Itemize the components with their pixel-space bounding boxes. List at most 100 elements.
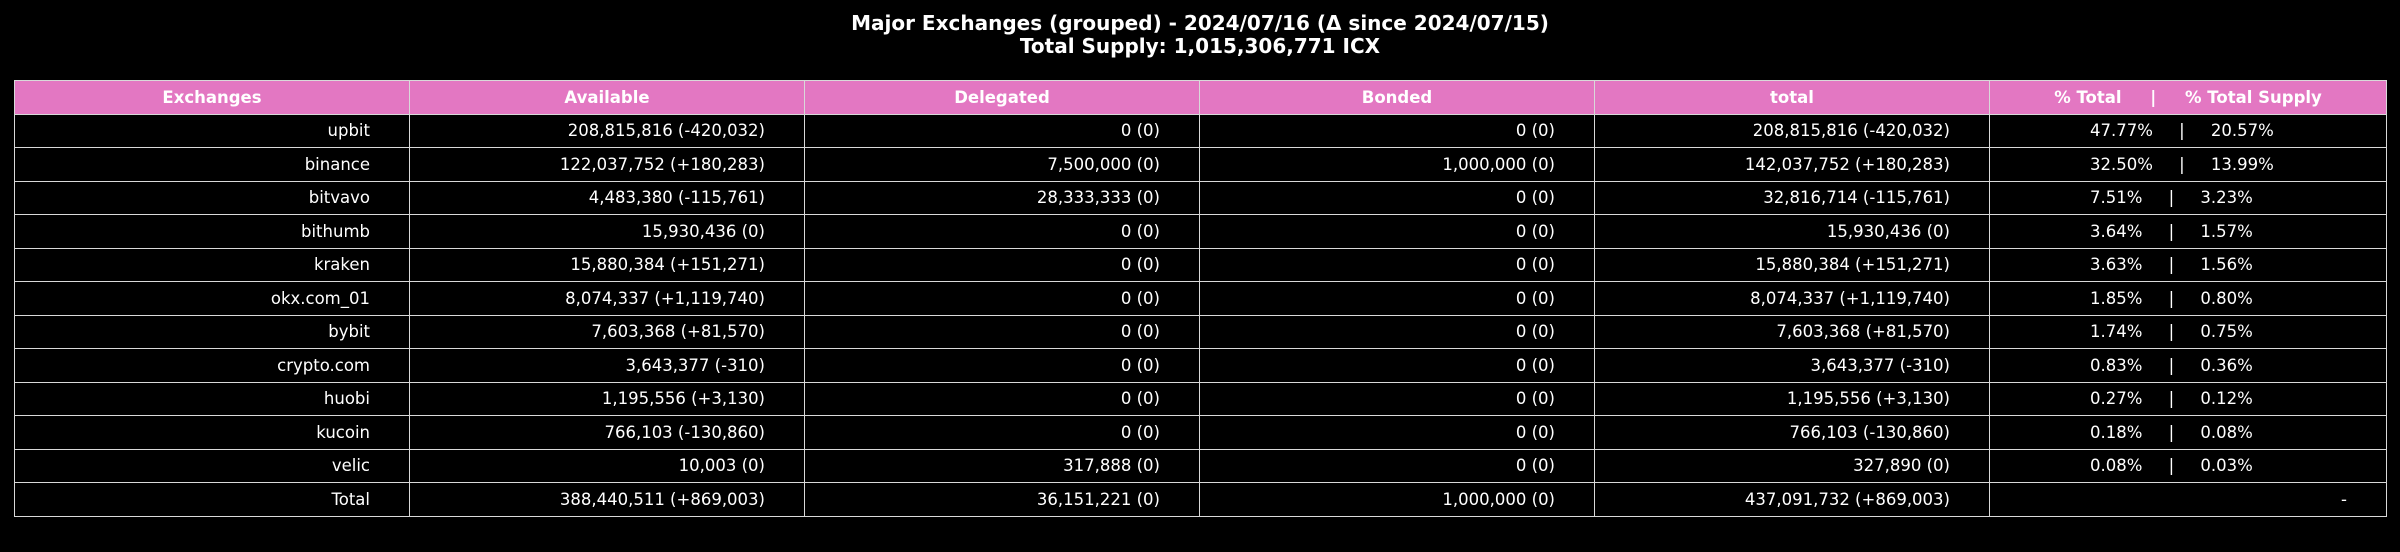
table-row: upbit 208,815,816 (-420,032) 0 (0) 0 (0) 208… [14, 113, 2387, 148]
table-body: upbit 208,815,816 (-420,032) 0 (0) 0 (0) 208… [14, 113, 2387, 517]
cell-bonded: 0 (0) [1199, 180, 1595, 215]
header-bonded: Bonded [1199, 80, 1595, 115]
cell-available: 766,103 (-130,860) [409, 415, 805, 450]
cell-available: 7,603,368 (+81,570) [409, 314, 805, 349]
cell-percent: 47.77% | 20.57% [1989, 113, 2387, 148]
cell-available: 388,440,511 (+869,003) [409, 482, 805, 517]
table-row: bitvavo 4,483,380 (-115,761) 28,333,333 (0… [14, 180, 2387, 215]
cell-bonded: 0 (0) [1199, 247, 1595, 282]
header-available: Available [409, 80, 805, 115]
percent-text: 1.74% | 0.75% [2090, 322, 2253, 342]
cell-percent: 0.83% | 0.36% [1989, 348, 2387, 383]
percent-text: 0.27% | 0.12% [2090, 389, 2253, 409]
cell-total: 208,815,816 (-420,032) [1594, 113, 1990, 148]
percent-text: 7.51% | 3.23% [2090, 188, 2253, 208]
cell-total: 327,890 (0) [1594, 448, 1990, 483]
cell-bonded: 0 (0) [1199, 214, 1595, 249]
cell-exchange: upbit [14, 113, 410, 148]
cell-percent: 0.18% | 0.08% [1989, 415, 2387, 450]
table-row: velic 10,003 (0) 317,888 (0) 0 (0) 327,890 (… [14, 448, 2387, 483]
cell-delegated: 317,888 (0) [804, 448, 1200, 483]
cell-percent: 32.50% | 13.99% [1989, 147, 2387, 182]
table-row: kraken 15,880,384 (+151,271) 0 (0) 0 (0) 15,… [14, 247, 2387, 282]
cell-delegated: 0 (0) [804, 281, 1200, 316]
table-row: binance 122,037,752 (+180,283) 7,500,000 (… [14, 147, 2387, 182]
percent-text: 0.08% | 0.03% [2090, 456, 2253, 476]
cell-percent: 7.51% | 3.23% [1989, 180, 2387, 215]
cell-delegated: 0 (0) [804, 247, 1200, 282]
cell-available: 10,003 (0) [409, 448, 805, 483]
table-header-row: Exchanges Available Delegated Bonded tot… [14, 80, 2387, 115]
cell-delegated: 0 (0) [804, 113, 1200, 148]
header-percent: % Total | % Total Supply [1989, 80, 2387, 115]
cell-bonded: 0 (0) [1199, 314, 1595, 349]
cell-bonded: 0 (0) [1199, 381, 1595, 416]
cell-percent: 0.27% | 0.12% [1989, 381, 2387, 416]
cell-exchange: okx.com_01 [14, 281, 410, 316]
cell-delegated: 0 (0) [804, 348, 1200, 383]
cell-bonded: 0 (0) [1199, 113, 1595, 148]
cell-total: 437,091,732 (+869,003) [1594, 482, 1990, 517]
table-row: kucoin 766,103 (-130,860) 0 (0) 0 (0) 766,10… [14, 415, 2387, 450]
cell-exchange: bitvavo [14, 180, 410, 215]
header-exchanges: Exchanges [14, 80, 410, 115]
cell-available: 1,195,556 (+3,130) [409, 381, 805, 416]
percent-text: 3.64% | 1.57% [2090, 221, 2253, 241]
chart-title-block: Major Exchanges (grouped) - 2024/07/16 (… [0, 12, 2400, 58]
percent-text: 0.83% | 0.36% [2090, 355, 2253, 375]
table-row: okx.com_01 8,074,337 (+1,119,740) 0 (0) 0 (… [14, 281, 2387, 316]
header-delegated: Delegated [804, 80, 1200, 115]
percent-text: 47.77% | 20.57% [2090, 121, 2274, 141]
cell-percent: 1.85% | 0.80% [1989, 281, 2387, 316]
cell-bonded: 1,000,000 (0) [1199, 482, 1595, 517]
cell-percent: 0.08% | 0.03% [1989, 448, 2387, 483]
cell-available: 15,880,384 (+151,271) [409, 247, 805, 282]
cell-delegated: 0 (0) [804, 415, 1200, 450]
cell-total: 142,037,752 (+180,283) [1594, 147, 1990, 182]
cell-delegated: 0 (0) [804, 381, 1200, 416]
cell-total: 15,880,384 (+151,271) [1594, 247, 1990, 282]
cell-total: 7,603,368 (+81,570) [1594, 314, 1990, 349]
cell-total: 32,816,714 (-115,761) [1594, 180, 1990, 215]
cell-available: 3,643,377 (-310) [409, 348, 805, 383]
cell-delegated: 36,151,221 (0) [804, 482, 1200, 517]
cell-exchange: crypto.com [14, 348, 410, 383]
percent-text: 32.50% | 13.99% [2090, 154, 2274, 174]
chart-subtitle: Total Supply: 1,015,306,771 ICX [1019, 34, 1381, 58]
chart-title: Major Exchanges (grouped) - 2024/07/16 (… [851, 11, 1549, 35]
cell-bonded: 1,000,000 (0) [1199, 147, 1595, 182]
cell-available: 208,815,816 (-420,032) [409, 113, 805, 148]
cell-exchange: Total [14, 482, 410, 517]
percent-text: 1.85% | 0.80% [2090, 288, 2253, 308]
exchanges-table-container: Exchanges Available Delegated Bonded tot… [14, 80, 2387, 517]
cell-percent: 3.64% | 1.57% [1989, 214, 2387, 249]
cell-delegated: 7,500,000 (0) [804, 147, 1200, 182]
table-total-row: Total 388,440,511 (+869,003) 36,151,221 (0… [14, 482, 2387, 517]
cell-exchange: kucoin [14, 415, 410, 450]
percent-text: 3.63% | 1.56% [2090, 255, 2253, 275]
percent-text: 0.18% | 0.08% [2090, 422, 2253, 442]
cell-delegated: 0 (0) [804, 214, 1200, 249]
cell-bonded: 0 (0) [1199, 415, 1595, 450]
cell-total: 8,074,337 (+1,119,740) [1594, 281, 1990, 316]
cell-exchange: kraken [14, 247, 410, 282]
cell-bonded: 0 (0) [1199, 281, 1595, 316]
table-row: bybit 7,603,368 (+81,570) 0 (0) 0 (0) 7,603,… [14, 314, 2387, 349]
cell-percent: 1.74% | 0.75% [1989, 314, 2387, 349]
cell-delegated: 28,333,333 (0) [804, 180, 1200, 215]
cell-exchange: bithumb [14, 214, 410, 249]
table-row: crypto.com 3,643,377 (-310) 0 (0) 0 (0) 3,64… [14, 348, 2387, 383]
cell-exchange: bybit [14, 314, 410, 349]
percent-text: - [2341, 489, 2347, 509]
cell-available: 122,037,752 (+180,283) [409, 147, 805, 182]
cell-available: 8,074,337 (+1,119,740) [409, 281, 805, 316]
cell-exchange: huobi [14, 381, 410, 416]
cell-total: 766,103 (-130,860) [1594, 415, 1990, 450]
cell-total: 1,195,556 (+3,130) [1594, 381, 1990, 416]
cell-exchange: velic [14, 448, 410, 483]
cell-available: 4,483,380 (-115,761) [409, 180, 805, 215]
cell-total: 3,643,377 (-310) [1594, 348, 1990, 383]
table-row: bithumb 15,930,436 (0) 0 (0) 0 (0) 15,930,43… [14, 214, 2387, 249]
cell-bonded: 0 (0) [1199, 348, 1595, 383]
cell-percent: 3.63% | 1.56% [1989, 247, 2387, 282]
